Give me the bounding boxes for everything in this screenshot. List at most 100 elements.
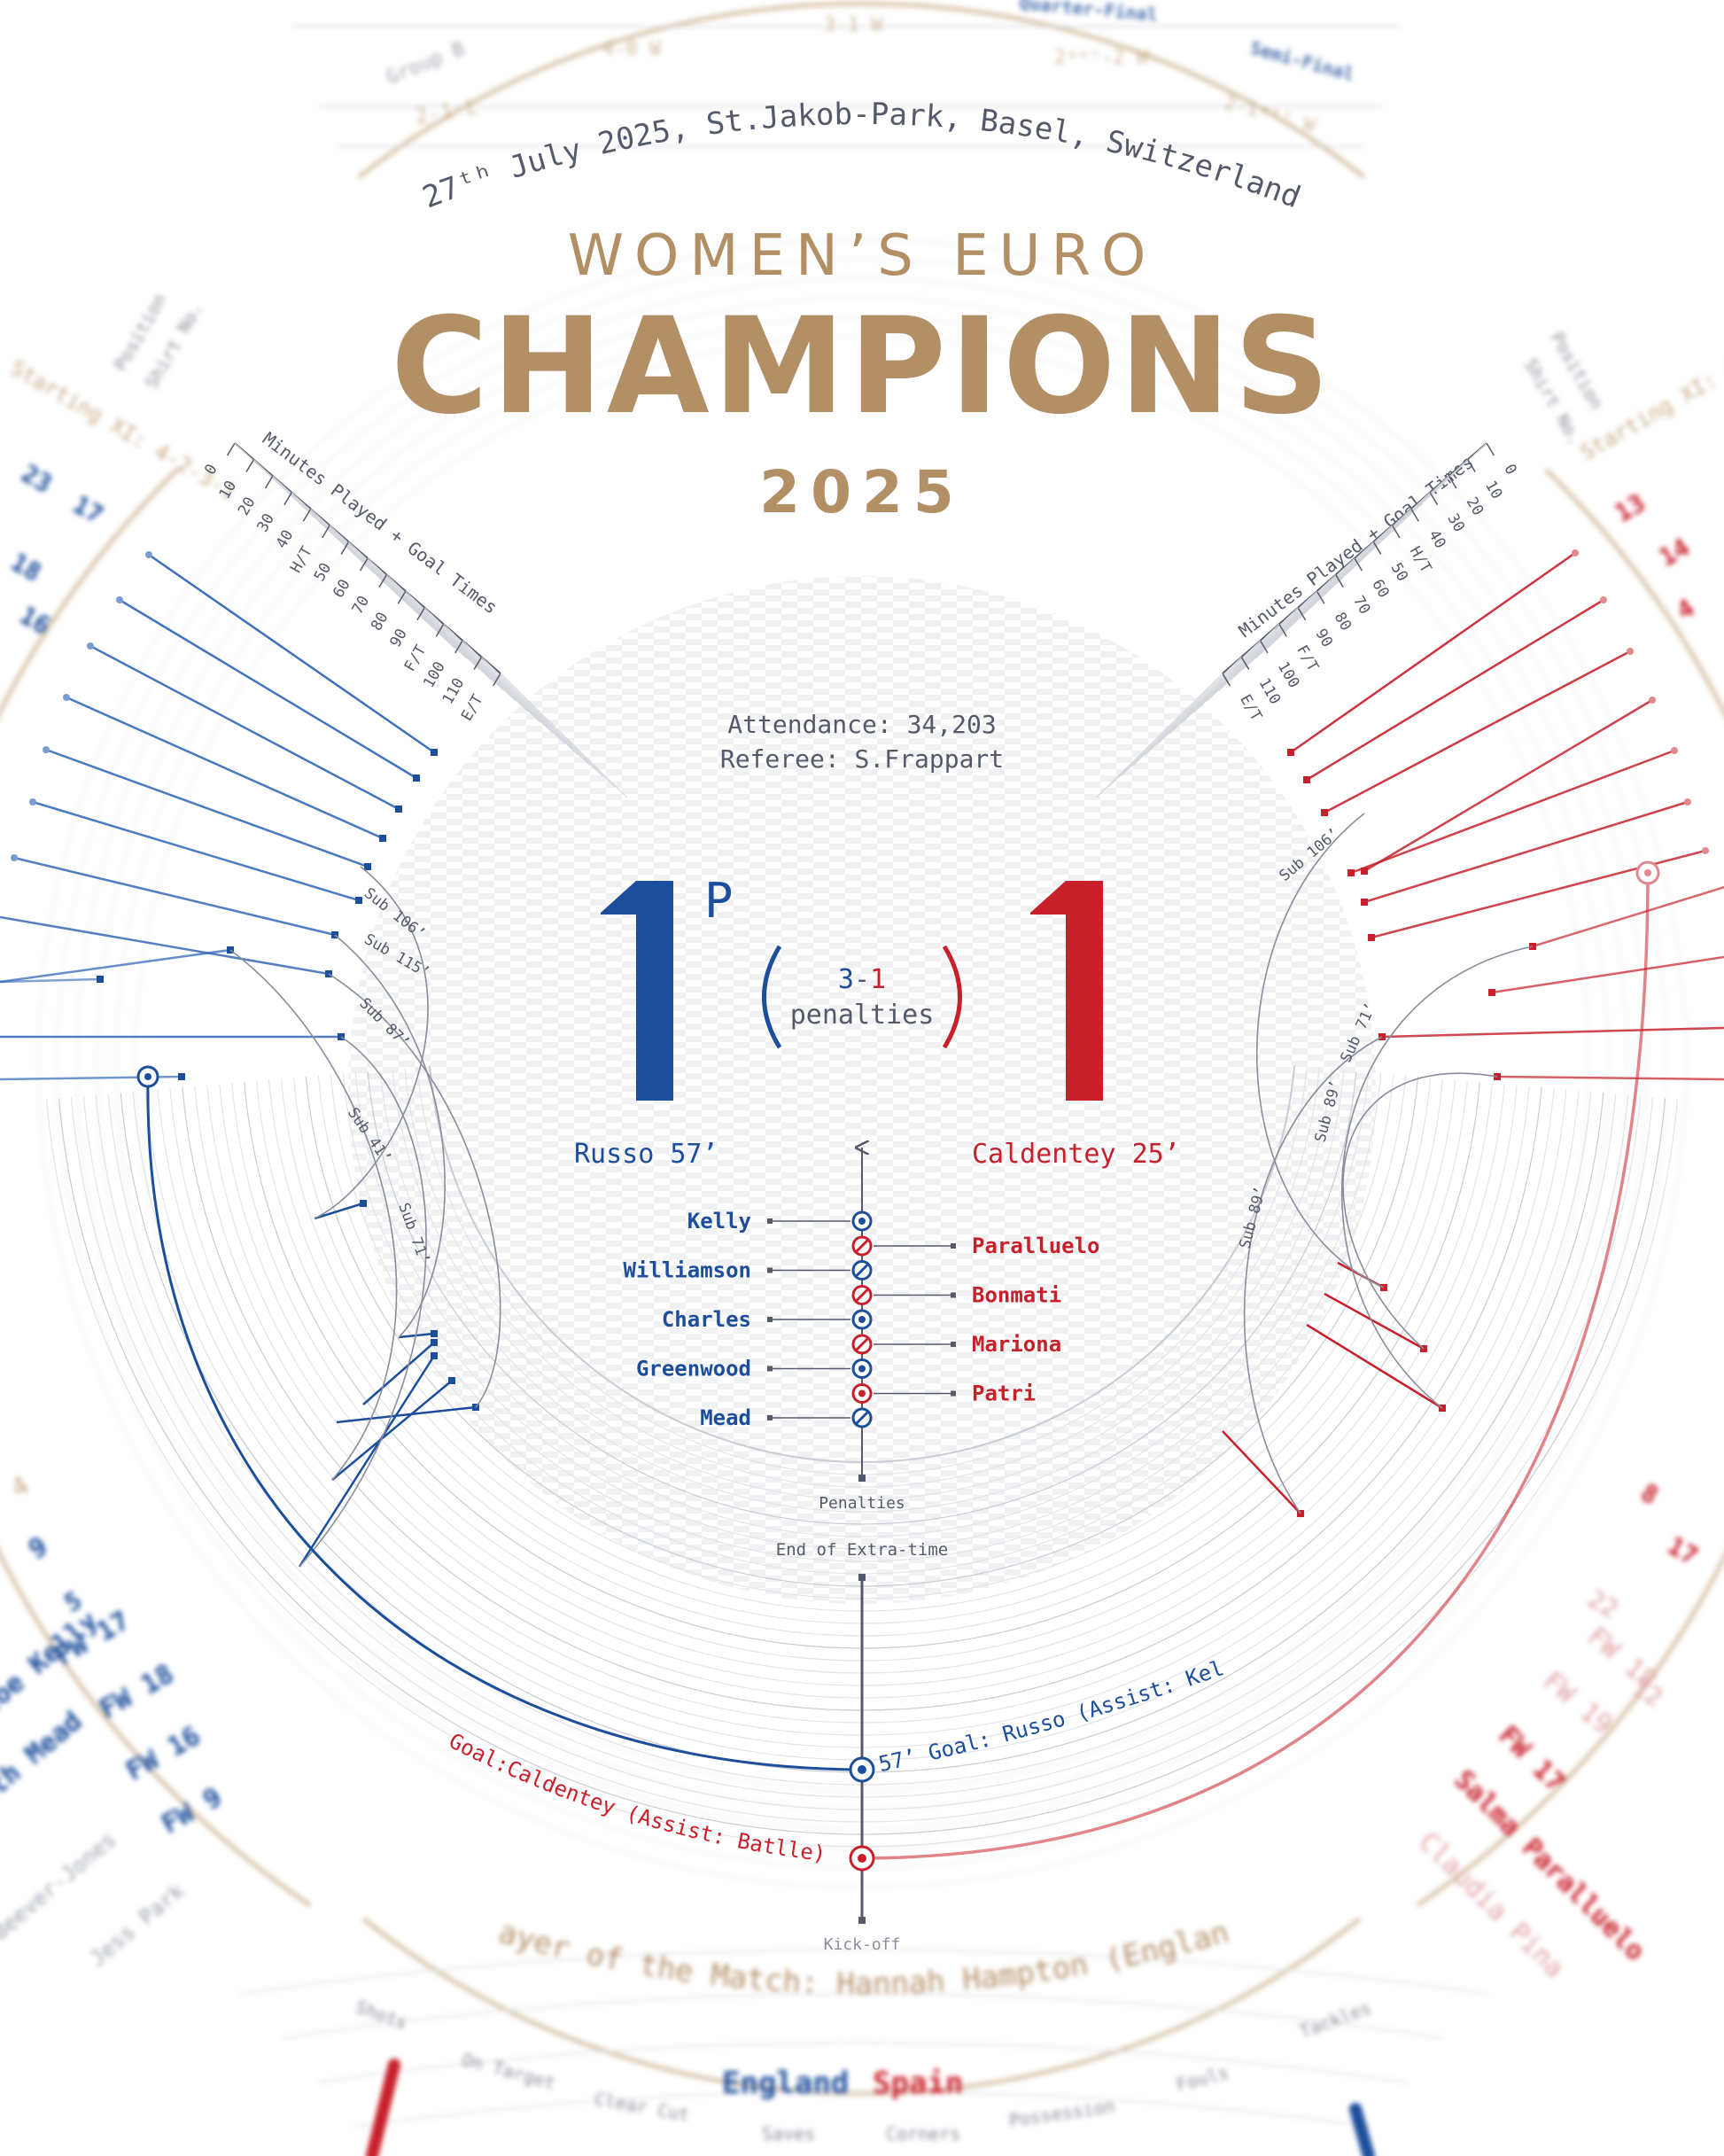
axis-tick-label: F/T xyxy=(1293,642,1322,675)
footer-team-away: Spain xyxy=(873,2066,963,2101)
axis-tick-label: E/T xyxy=(458,692,487,725)
footer-stat-corners: Corners xyxy=(886,2123,960,2144)
axis-tick xyxy=(454,640,463,654)
away-penalty-tick xyxy=(951,1292,956,1298)
axis-tick-label: F/T xyxy=(401,642,431,675)
timeline-kickoff-marker xyxy=(858,1917,866,1924)
home-sub-line xyxy=(314,1202,364,1220)
left-side-table: Position Shirt No. Starting XI: 4-2-3-1 … xyxy=(0,290,240,1972)
home-sub-line xyxy=(362,1342,435,1405)
axis-guide xyxy=(423,607,579,756)
away-player-line-end xyxy=(1361,899,1368,906)
timeline-ring xyxy=(354,1071,1370,1537)
axis-tick xyxy=(264,475,274,489)
penalties-axis-end xyxy=(858,1475,866,1482)
home-player-line-start xyxy=(116,596,123,603)
axis-guide xyxy=(310,508,504,691)
axis-tick-label: 10 xyxy=(1481,478,1506,502)
timeline-ring xyxy=(330,1074,1394,1562)
away-sub-arc xyxy=(1340,946,1534,1409)
home-player-line xyxy=(45,748,369,868)
axis-tick xyxy=(340,541,350,555)
home-penalty-scored-dot xyxy=(858,1218,866,1225)
referee: Referee: S.Frappart xyxy=(720,744,1004,774)
top-score-d: 2ᵃᵉᵗ-2 W xyxy=(1054,47,1149,69)
axis-tick-label: 30 xyxy=(1443,510,1468,535)
left-axis-title: Minutes Played + Goal Times xyxy=(259,428,501,619)
home-sub-line xyxy=(331,1380,453,1481)
right-num-1: 14 xyxy=(1654,533,1695,572)
axis-tick-label: H/T xyxy=(1406,543,1435,576)
home-player-line-start xyxy=(29,798,36,806)
home-sub-line xyxy=(298,1355,436,1568)
home-player-line xyxy=(0,948,231,984)
axis-tick-label: 70 xyxy=(349,593,374,618)
axis-guide xyxy=(1267,442,1487,649)
home-penalty-miss-slash xyxy=(854,1263,870,1278)
away-player-line xyxy=(1381,1026,1724,1039)
home-scorer-line-dot xyxy=(144,1073,151,1080)
home-player-line-end xyxy=(178,1073,185,1080)
home-penalty-taker: Mead xyxy=(700,1405,751,1430)
away-player-line xyxy=(1496,1075,1724,1081)
title-main: CHAMPIONS xyxy=(391,290,1333,444)
home-player-line xyxy=(0,977,101,984)
away-player-line-start xyxy=(1600,596,1607,603)
top-score-a: 4-0 W xyxy=(602,38,662,60)
axis-guide xyxy=(1132,623,1280,767)
away-penalty-miss-slash xyxy=(854,1336,870,1352)
axis-tick-label: 40 xyxy=(273,527,298,552)
away-sub-arc xyxy=(1243,1036,1383,1514)
away-goal-marker-dot xyxy=(858,1854,866,1863)
axis-tick-label: 60 xyxy=(330,577,354,602)
home-penalty-taker: Charles xyxy=(662,1307,751,1332)
footer-stat-fouls: Fouls xyxy=(1174,2061,1231,2096)
away-player-line-end xyxy=(1303,776,1310,783)
axis-tick xyxy=(1297,607,1307,621)
away-player-line-end xyxy=(1287,749,1294,756)
away-penalty-taker: Bonmati xyxy=(972,1283,1061,1308)
home-goal-arc xyxy=(146,1076,863,1771)
left-bottom-6: Jess Park xyxy=(85,1878,190,1971)
axis-tick xyxy=(322,525,330,539)
left-num-2: 18 xyxy=(6,547,47,587)
axis-tick-label: 20 xyxy=(1463,494,1487,519)
away-sub-line xyxy=(1324,1292,1425,1350)
home-penalty-tick xyxy=(767,1267,773,1273)
home-penalty-taker: Williamson xyxy=(624,1258,752,1283)
timeline-end-marker xyxy=(858,1574,866,1581)
timeline-ring xyxy=(404,1068,1320,1488)
top-group-label: Group B xyxy=(384,38,468,90)
axis-tick xyxy=(1486,442,1495,456)
away-player-line xyxy=(1290,551,1576,754)
end-of-extra-time-label: End of Extra-time xyxy=(776,1540,948,1560)
footer-blue-bar xyxy=(1349,2103,1375,2156)
axis-guide xyxy=(1243,475,1449,670)
right-num-2: 4 xyxy=(1672,593,1699,626)
axis-tick xyxy=(1354,557,1363,572)
home-sub-line-end xyxy=(431,1330,438,1337)
home-sub-arc xyxy=(229,949,398,1481)
right-bottom-2: FW 17 xyxy=(1492,1720,1571,1799)
axis-tick-label: 20 xyxy=(235,494,260,519)
away-penalty-miss-slash xyxy=(854,1238,870,1254)
away-sub-arc xyxy=(1256,813,1385,1288)
away-sub-arc xyxy=(1342,1072,1498,1350)
away-scorer-line-dot xyxy=(1644,869,1651,876)
home-score-digit-flag xyxy=(601,881,673,915)
left-gold-arc xyxy=(0,468,312,1908)
home-player-line-start xyxy=(145,551,152,558)
axis-guide xyxy=(1145,607,1299,756)
right-bottom-0: FW 18 xyxy=(1581,1621,1663,1696)
home-penalty-scored-dot xyxy=(858,1316,866,1323)
axis-guide xyxy=(405,590,566,745)
away-player-line-start xyxy=(1627,648,1634,655)
axis-tick xyxy=(1448,475,1457,489)
top-semi-label: Semi-Final xyxy=(1248,37,1357,85)
away-player-line-end xyxy=(1361,868,1368,875)
away-penalty-miss-slash xyxy=(854,1288,870,1303)
title-year: 2025 xyxy=(759,458,965,526)
axis-guide xyxy=(1120,640,1261,777)
axis-tick xyxy=(1335,574,1344,588)
home-player-line-end xyxy=(97,976,104,983)
